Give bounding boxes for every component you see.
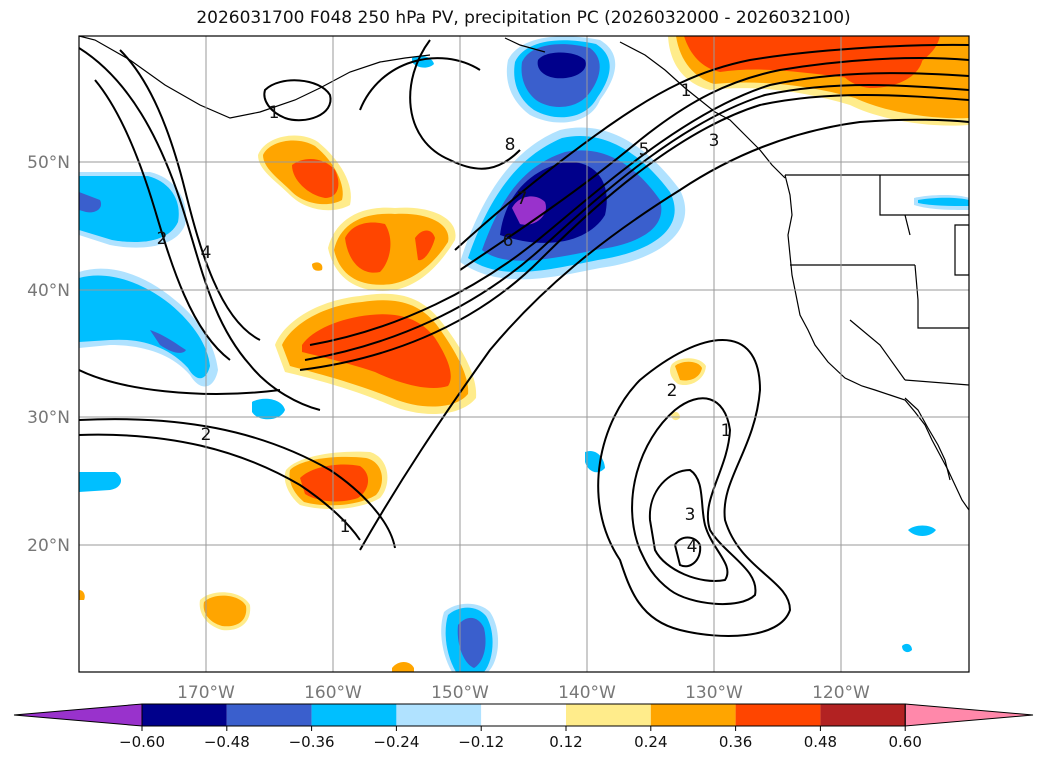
contour-label: 1 [269, 103, 280, 123]
contour-label: 3 [685, 505, 696, 525]
colorbar-segment [820, 704, 906, 726]
contour-label: 4 [201, 243, 212, 263]
colorbar-extend-min [13, 703, 143, 727]
colorbar-segment [735, 704, 821, 726]
colorbar-segment [396, 704, 482, 726]
lat-label: 20°N [27, 536, 70, 556]
contour-label: 1 [340, 517, 351, 537]
colorbar-segment [226, 704, 312, 726]
colorbar-tick-label: −0.24 [373, 733, 419, 751]
latitude-labels: 50°N 40°N 30°N 20°N [27, 153, 70, 556]
colorbar-tick-label: 0.36 [719, 733, 752, 751]
colorbar-tick-label: −0.48 [204, 733, 250, 751]
contour-label: 1 [721, 421, 732, 441]
colorbar-tick-label: 0.12 [549, 733, 582, 751]
contour-label: 2 [667, 381, 678, 401]
colorbar-segment [142, 704, 227, 726]
colorbar-extend-max [904, 703, 1034, 727]
contour-label: 2 [157, 229, 168, 249]
contour-label: 8 [505, 135, 516, 155]
contour-label: 6 [503, 231, 514, 251]
lon-label: 160°W [304, 683, 362, 703]
lon-label: 120°W [812, 683, 870, 703]
coastlines [79, 36, 969, 511]
colorbar-tick-label: −0.60 [119, 733, 165, 751]
lat-label: 40°N [27, 281, 70, 301]
colorbar-segment [566, 704, 651, 726]
colorbar-tick-label: −0.12 [458, 733, 504, 751]
graticule [79, 36, 969, 672]
colorbar-tick-label: 0.48 [804, 733, 837, 751]
longitude-labels: 170°W 160°W 150°W 140°W 130°W 120°W [177, 683, 870, 703]
contour-label: 5 [639, 140, 650, 160]
lat-label: 30°N [27, 408, 70, 428]
map-area: 8 7 6 5 4 3 2 1 2 1 1 2 1 3 4 [79, 36, 969, 672]
colorbar-tick-label: 0.24 [634, 733, 667, 751]
map-title: 2026031700 F048 250 hPa PV, precipitatio… [196, 8, 851, 28]
map-frame [78, 35, 970, 673]
pv-contour-labels: 8 7 6 5 4 3 2 1 2 1 1 2 1 3 4 [157, 81, 732, 557]
contour-label: 2 [201, 425, 212, 445]
pv-contours [79, 39, 969, 637]
lon-label: 150°W [431, 683, 489, 703]
colorbar-tick-label: 0.60 [888, 733, 921, 751]
contour-label: 1 [681, 81, 692, 101]
colorbar-tick-label: −0.36 [289, 733, 335, 751]
lon-label: 170°W [177, 683, 235, 703]
lat-label: 50°N [27, 153, 70, 173]
colorbar-segment [650, 704, 736, 726]
contour-label: 7 [517, 189, 528, 209]
colorbar-segment [481, 704, 566, 726]
contour-label: 3 [709, 131, 720, 151]
colorbar: −0.60 −0.48 −0.36 −0.24 −0.12 0.12 0.24 0.36 0.4… [13, 703, 1034, 751]
colorbar-frame [141, 703, 906, 727]
colorbar-segment [311, 704, 397, 726]
lon-label: 140°W [558, 683, 616, 703]
lon-label: 130°W [685, 683, 743, 703]
contour-label: 4 [687, 537, 698, 557]
